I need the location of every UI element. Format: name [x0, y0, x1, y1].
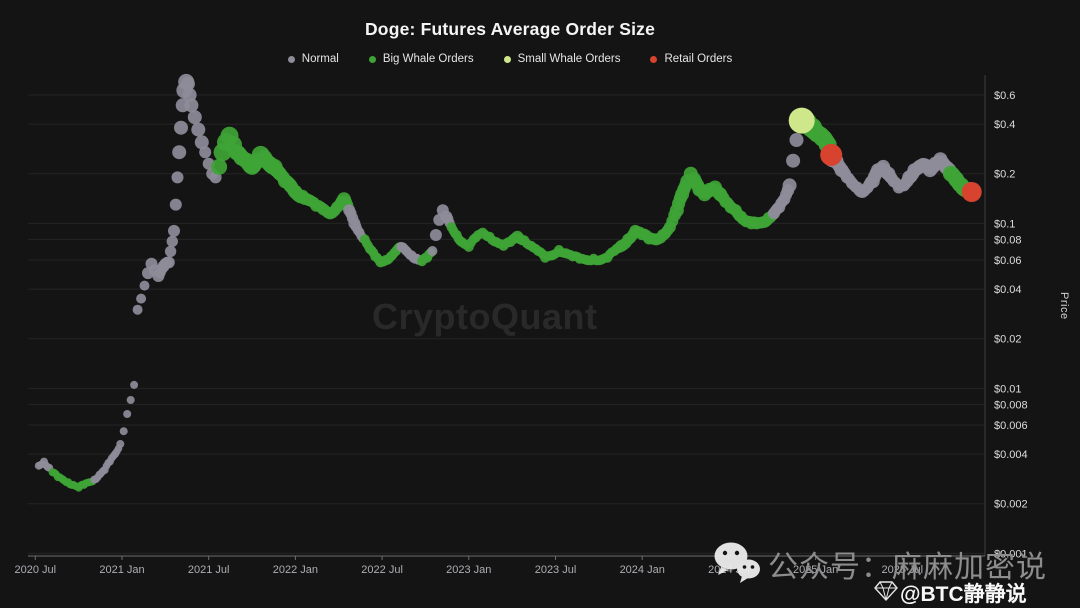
x-tick-label: 2020 Jul: [15, 564, 57, 576]
legend-label: Small Whale Orders: [517, 53, 621, 65]
x-tick-label: 2021 Jan: [99, 564, 144, 576]
legend-dot-icon: [650, 55, 658, 63]
dot-n: [126, 396, 135, 404]
legend-item-big-whale-orders[interactable]: Big Whale Orders: [368, 53, 474, 65]
dot-n: [427, 246, 438, 256]
x-tick-label: 2021 Jul: [188, 564, 230, 576]
legend-label: Retail Orders: [664, 53, 733, 65]
legend-dot-icon: [368, 55, 376, 63]
dot-n: [199, 146, 212, 159]
legend: Normal Big Whale Orders Small Whale Orders…: [0, 53, 1020, 65]
y-tick-label: $0.4: [994, 119, 1015, 131]
dot-n: [169, 198, 182, 211]
legend-item-small-whale-orders[interactable]: Small Whale Orders: [503, 53, 621, 65]
dot-n: [119, 427, 128, 436]
dot-n: [789, 133, 804, 147]
dot-n: [194, 135, 209, 150]
dot-b: [211, 158, 228, 175]
legend-item-retail-orders[interactable]: Retail Orders: [650, 53, 732, 65]
legend-label: Normal: [301, 53, 339, 65]
x-tick-label: 2022 Jan: [273, 564, 318, 576]
y-tick-label: $0.002: [994, 499, 1028, 511]
dot-n: [182, 88, 197, 102]
dot-n: [116, 440, 125, 448]
dot-n: [174, 120, 188, 135]
y-tick-label: $0.06: [994, 255, 1022, 267]
dot-n: [130, 380, 139, 389]
dot-n: [123, 410, 132, 418]
dot-r: [961, 182, 982, 202]
y-tick-label: $0.004: [994, 449, 1028, 461]
legend-dot-icon: [287, 55, 295, 63]
y-tick-label: $0.08: [994, 234, 1022, 246]
legend-dot-icon: [503, 55, 511, 63]
legend-label: Big Whale Orders: [382, 53, 474, 65]
dot-s: [788, 107, 815, 134]
y-tick-label: $0.02: [994, 334, 1022, 346]
chart-title: Doge: Futures Average Order Size: [364, 19, 656, 39]
dot-n: [184, 98, 199, 113]
legend-item-normal[interactable]: Normal: [287, 53, 339, 65]
y-tick-label: $0.001: [994, 548, 1028, 560]
dot-r: [820, 143, 843, 166]
x-tick-label: 2024 Jul: [708, 564, 750, 576]
y-tick-label: $0.008: [994, 399, 1028, 411]
x-tick-label: 2023 Jul: [535, 564, 577, 576]
dot-n: [136, 293, 147, 304]
y-tick-label: $0.2: [994, 169, 1015, 181]
cryptoquant-watermark: CryptoQuant: [372, 296, 598, 337]
x-tick-label: 2025 Jul: [882, 564, 924, 576]
dot-n: [429, 229, 442, 241]
dot-n: [172, 145, 187, 160]
x-tick-label: 2024 Jan: [620, 564, 665, 576]
dot-n: [166, 235, 178, 248]
dot-n: [168, 224, 180, 237]
y-tick-label: $0.6: [994, 90, 1015, 102]
y-tick-label: $0.01: [994, 383, 1022, 395]
x-tick-label: 2023 Jan: [446, 564, 491, 576]
dot-n: [162, 256, 175, 269]
x-tick-label: 2022 Jul: [361, 564, 403, 576]
dot-n: [782, 178, 797, 193]
y-tick-label: $0.1: [994, 218, 1015, 230]
dot-n: [164, 245, 177, 258]
dot-n: [187, 110, 202, 125]
dot-n: [139, 280, 150, 291]
dot-n: [171, 171, 184, 184]
dot-n: [191, 122, 206, 137]
dot-n: [786, 153, 801, 168]
dot-n: [132, 304, 143, 315]
y-tick-label: $0.006: [994, 420, 1028, 432]
dot-n: [180, 77, 195, 91]
x-tick-label: 2025 Jan: [793, 564, 838, 576]
y-axis-title: Price: [1058, 292, 1070, 320]
y-tick-label: $0.04: [994, 284, 1022, 296]
